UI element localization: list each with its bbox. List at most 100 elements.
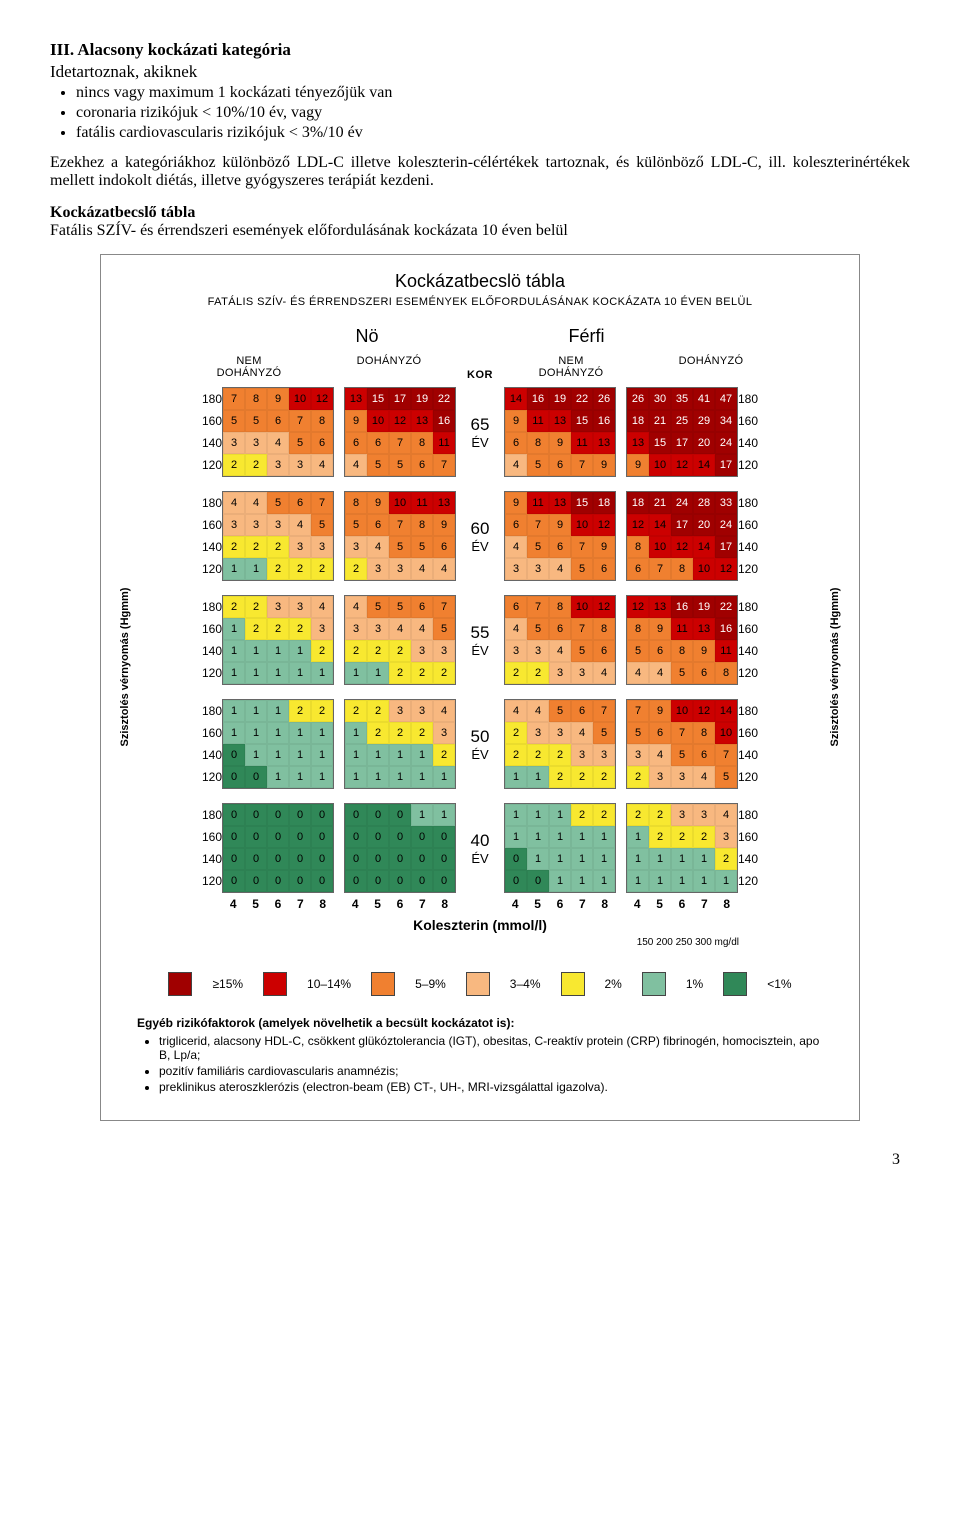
risk-cell: 5 bbox=[627, 722, 649, 744]
risk-cell: 6 bbox=[549, 618, 571, 640]
y-axis-label-right: Szisztolés vérnyomás (Hgmm) bbox=[829, 588, 841, 747]
risk-cell: 5 bbox=[671, 744, 693, 766]
risk-cell: 4 bbox=[433, 558, 455, 580]
risk-cell: 10 bbox=[389, 492, 411, 514]
risk-cell: 6 bbox=[693, 744, 715, 766]
risk-cell: 9 bbox=[627, 454, 649, 476]
kor-label: KOR bbox=[101, 369, 859, 381]
section-heading: III. Alacsony kockázati kategória bbox=[50, 40, 910, 60]
risk-cell: 4 bbox=[411, 618, 433, 640]
risk-cell: 1 bbox=[245, 722, 267, 744]
risk-cell: 18 bbox=[627, 492, 649, 514]
risk-cell: 0 bbox=[289, 848, 311, 870]
risk-cell: 0 bbox=[223, 744, 245, 766]
risk-cell: 3 bbox=[571, 744, 593, 766]
risk-cell: 3 bbox=[527, 640, 549, 662]
risk-cell: 5 bbox=[389, 454, 411, 476]
risk-cell: 3 bbox=[367, 618, 389, 640]
risk-cell: 20 bbox=[693, 432, 715, 454]
table-heading: Kockázatbecslő tábla bbox=[50, 204, 910, 222]
risk-cell: 5 bbox=[433, 618, 455, 640]
legend-label: 5–9% bbox=[415, 977, 446, 991]
risk-cell: 2 bbox=[593, 804, 615, 826]
risk-cell: 14 bbox=[693, 536, 715, 558]
risk-cell: 1 bbox=[649, 848, 671, 870]
risk-cell: 2 bbox=[527, 662, 549, 684]
risk-cell: 5 bbox=[549, 700, 571, 722]
risk-cell: 1 bbox=[627, 826, 649, 848]
risk-cell: 3 bbox=[267, 514, 289, 536]
risk-cell: 2 bbox=[505, 662, 527, 684]
risk-cell: 0 bbox=[245, 804, 267, 826]
risk-cell: 2 bbox=[367, 640, 389, 662]
risk-cell: 1 bbox=[245, 700, 267, 722]
risk-cell: 2 bbox=[627, 766, 649, 788]
footnote-item: pozitív familiáris cardiovascularis anam… bbox=[159, 1064, 823, 1078]
risk-cell: 11 bbox=[433, 432, 455, 454]
gender-male: Férfi bbox=[569, 326, 605, 347]
risk-cell: 2 bbox=[223, 454, 245, 476]
risk-cell: 41 bbox=[693, 388, 715, 410]
risk-cell: 3 bbox=[345, 618, 367, 640]
risk-cell: 0 bbox=[267, 870, 289, 892]
risk-cell: 2 bbox=[311, 640, 333, 662]
risk-cell: 24 bbox=[671, 492, 693, 514]
risk-cell: 3 bbox=[267, 596, 289, 618]
risk-cell: 0 bbox=[245, 766, 267, 788]
risk-cell: 12 bbox=[627, 596, 649, 618]
risk-cell: 9 bbox=[649, 700, 671, 722]
risk-cell: 1 bbox=[627, 848, 649, 870]
risk-cell: 8 bbox=[311, 410, 333, 432]
risk-cell: 0 bbox=[311, 870, 333, 892]
legend-label: <1% bbox=[767, 977, 791, 991]
risk-cell: 1 bbox=[289, 744, 311, 766]
risk-cell: 1 bbox=[367, 662, 389, 684]
risk-cell: 3 bbox=[433, 640, 455, 662]
risk-cell: 2 bbox=[289, 618, 311, 640]
risk-cell: 12 bbox=[593, 514, 615, 536]
risk-cell: 3 bbox=[289, 536, 311, 558]
age-label: 60ÉV bbox=[456, 519, 504, 554]
risk-cell: 3 bbox=[245, 514, 267, 536]
risk-cell: 1 bbox=[549, 848, 571, 870]
risk-cell: 2 bbox=[505, 722, 527, 744]
risk-cell: 1 bbox=[267, 766, 289, 788]
risk-cell: 10 bbox=[649, 454, 671, 476]
risk-cell: 17 bbox=[715, 454, 737, 476]
risk-cell: 0 bbox=[505, 870, 527, 892]
risk-cell: 1 bbox=[289, 766, 311, 788]
risk-cell: 22 bbox=[715, 596, 737, 618]
risk-cell: 7 bbox=[389, 432, 411, 454]
page-number: 3 bbox=[50, 1151, 910, 1169]
risk-cell: 4 bbox=[433, 700, 455, 722]
risk-cell: 3 bbox=[627, 744, 649, 766]
risk-cell: 11 bbox=[527, 492, 549, 514]
risk-cell: 1 bbox=[433, 766, 455, 788]
risk-cell: 2 bbox=[649, 804, 671, 826]
risk-cell: 2 bbox=[693, 826, 715, 848]
risk-cell: 5 bbox=[671, 662, 693, 684]
risk-cell: 2 bbox=[593, 766, 615, 788]
age-label: 50ÉV bbox=[456, 727, 504, 762]
risk-cell: 5 bbox=[267, 492, 289, 514]
risk-cell: 0 bbox=[367, 848, 389, 870]
bullet-item: nincs vagy maximum 1 kockázati tényezőjü… bbox=[76, 84, 910, 102]
risk-cell: 1 bbox=[593, 870, 615, 892]
risk-cell: 5 bbox=[367, 596, 389, 618]
risk-cell: 1 bbox=[289, 640, 311, 662]
risk-cell: 3 bbox=[549, 722, 571, 744]
risk-cell: 3 bbox=[311, 618, 333, 640]
risk-cell: 4 bbox=[389, 618, 411, 640]
risk-cell: 28 bbox=[693, 492, 715, 514]
risk-cell: 1 bbox=[245, 744, 267, 766]
risk-cell: 4 bbox=[311, 596, 333, 618]
risk-cell: 4 bbox=[693, 766, 715, 788]
risk-cell: 2 bbox=[267, 558, 289, 580]
risk-cell: 22 bbox=[571, 388, 593, 410]
risk-cell: 3 bbox=[245, 432, 267, 454]
risk-cell: 24 bbox=[715, 514, 737, 536]
chart-subtitle: FATÁLIS SZÍV- ÉS ÉRRENDSZERI ESEMÉNYEK E… bbox=[101, 296, 859, 308]
risk-cell: 0 bbox=[367, 870, 389, 892]
risk-cell: 6 bbox=[549, 454, 571, 476]
risk-cell: 4 bbox=[345, 454, 367, 476]
